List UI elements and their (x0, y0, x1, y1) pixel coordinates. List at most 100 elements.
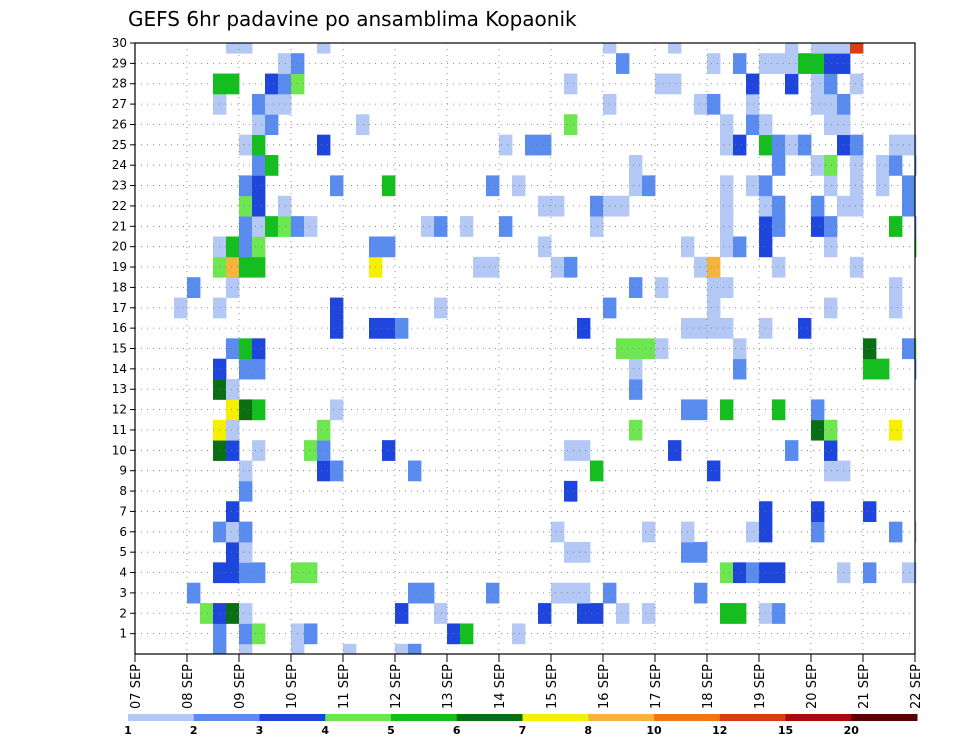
y-tick-label: 26 (112, 117, 127, 131)
heatmap-cell (226, 379, 240, 400)
heatmap-cell (226, 541, 240, 563)
y-tick-label: 2 (119, 606, 127, 620)
legend-color-swatch (851, 714, 918, 721)
heatmap-cell (824, 155, 838, 176)
heatmap-cell (395, 643, 409, 655)
legend-threshold-label: 3 (256, 724, 264, 737)
heatmap-cell (811, 73, 825, 95)
heatmap-cell (798, 317, 812, 339)
heatmap-cell (304, 216, 318, 237)
heatmap-cell (226, 501, 240, 523)
legend-threshold-label: 6 (453, 724, 461, 737)
heatmap-cell (252, 155, 266, 176)
heatmap-cell (824, 93, 838, 115)
heatmap-cell (226, 277, 240, 298)
heatmap-cell (824, 175, 838, 197)
x-tick-label: 18 SEP (701, 664, 716, 709)
heatmap-cell (915, 134, 917, 156)
heatmap-cell (226, 562, 240, 584)
y-tick-label: 6 (119, 525, 127, 539)
heatmap-cell (473, 256, 487, 278)
heatmap-cell (226, 73, 240, 95)
heatmap-cell (642, 603, 656, 624)
heatmap-cell (720, 603, 734, 624)
heatmap-cell (824, 297, 838, 319)
legend-threshold-label: 2 (190, 724, 198, 737)
y-tick-label: 8 (119, 484, 127, 498)
heatmap-cell (642, 521, 656, 543)
heatmap-cell (655, 73, 669, 95)
heatmap-cell (408, 582, 422, 604)
heatmap-cell (512, 623, 526, 645)
legend-threshold-label: 1 (124, 724, 132, 737)
heatmap-cell (850, 155, 864, 176)
heatmap-cell (668, 73, 682, 95)
heatmap-cell (798, 53, 812, 74)
x-tick-label: 07 SEP (129, 664, 144, 709)
x-tick-label: 16 SEP (597, 664, 612, 709)
heatmap-cell (265, 155, 279, 176)
y-tick-label: 27 (112, 97, 127, 111)
heatmap-cell (330, 297, 344, 319)
heatmap-cell (187, 582, 201, 604)
heatmap-cell (811, 155, 825, 176)
y-tick-label: 18 (112, 280, 127, 294)
heatmap-cell (278, 216, 292, 237)
heatmap-cell (330, 175, 344, 197)
heatmap-cell (239, 134, 253, 156)
legend-threshold-label: 5 (387, 724, 395, 737)
color-legend: 1 2 3 4 5 6 7 8 10 12 15 20 (124, 714, 918, 737)
y-tick-label: 28 (112, 77, 127, 91)
heatmap-cell (655, 338, 669, 360)
heatmap-cell (785, 73, 799, 95)
heatmap-cell (811, 501, 825, 523)
heatmap-cell (863, 338, 877, 360)
heatmap-cell (356, 114, 370, 136)
y-tick-label: 3 (119, 586, 127, 600)
legend-color-swatch (128, 714, 195, 721)
heatmap-cell (772, 562, 786, 584)
heatmap-cell (577, 440, 591, 461)
heatmap-cell (590, 216, 604, 237)
heatmap-cell (720, 114, 734, 136)
heatmap-cell (850, 134, 864, 156)
grid-lines (135, 42, 915, 654)
heatmap-cell (915, 216, 917, 237)
legend-threshold-label: 8 (584, 724, 592, 737)
heatmap-cell (239, 541, 253, 563)
y-tick-label: 21 (112, 219, 127, 233)
heatmap-cell (278, 93, 292, 115)
heatmap-cell (655, 277, 669, 298)
heatmap-cell (707, 53, 721, 74)
heatmap-cell (772, 603, 786, 624)
x-tick-label: 11 SEP (337, 664, 352, 709)
heatmap-cell (499, 134, 513, 156)
heatmap-cell (668, 43, 682, 54)
heatmap-cell (811, 53, 825, 74)
heatmap-cell (343, 643, 357, 655)
heatmap-cell (720, 317, 734, 339)
heatmap-cell (876, 175, 890, 197)
data-cells (174, 43, 917, 655)
heatmap-cell (850, 195, 864, 217)
heatmap-cell (304, 623, 318, 645)
heatmap-cell (863, 501, 877, 523)
heatmap-cell (720, 175, 734, 197)
heatmap-cell (265, 114, 279, 136)
heatmap-cell (499, 216, 513, 237)
y-tick-label: 4 (119, 566, 127, 580)
heatmap-cell (239, 562, 253, 584)
heatmap-cell (915, 155, 917, 176)
heatmap-cell (824, 419, 838, 441)
heatmap-cell (915, 562, 917, 584)
heatmap-cell (460, 216, 474, 237)
heatmap-cell (811, 399, 825, 421)
heatmap-cell (278, 73, 292, 95)
heatmap-cell (239, 358, 253, 380)
heatmap-cell (460, 623, 474, 645)
y-tick-label: 17 (112, 301, 127, 315)
heatmap-cell (434, 603, 448, 624)
heatmap-cell (252, 236, 266, 258)
heatmap-cell (629, 338, 643, 360)
heatmap-cell (889, 155, 903, 176)
